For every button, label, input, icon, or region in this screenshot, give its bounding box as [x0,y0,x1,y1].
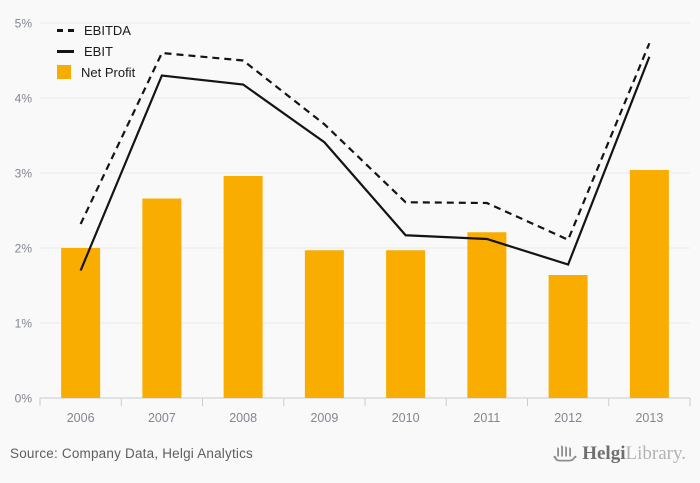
bar-net-profit-2007 [142,198,182,398]
legend-item-ebitda: EBITDA [57,22,135,38]
x-axis-label-2013: 2013 [635,411,663,425]
x-axis-label-2006: 2006 [67,411,95,425]
combo-chart: 0% 1% 2% 3% 4% 5% 2006 2007 2008 2009 2010 2011 2012… [15,17,691,425]
helgi-ship-icon [553,444,577,461]
y-axis-label-3%: 3% [15,167,33,181]
bar-net-profit-2008 [223,176,263,398]
logo-text-library: Library. [625,442,687,464]
legend-label-ebitda: EBITDA [84,22,131,38]
logo-text-helgi: Helgi [582,442,626,464]
legend-item-net-profit: Net Profit [57,64,135,80]
legend-item-ebit: EBIT [57,43,135,59]
source-note: Source: Company Data, Helgi Analytics [10,446,254,461]
helgi-library-wordmark: HelgiLibrary. [582,442,687,464]
legend-swatch-net-profit [57,65,71,79]
x-axis-label-2011: 2011 [473,411,500,425]
legend-label-net-profit: Net Profit [81,64,136,80]
x-axis-label-2007: 2007 [148,411,176,425]
bar-net-profit-2011 [467,232,507,398]
x-axis-label-2012: 2012 [554,411,582,425]
x-axis-label-2010: 2010 [392,411,420,425]
bar-net-profit-2010 [386,250,426,398]
bar-net-profit-2009 [304,250,344,398]
chart-footer: Source: Company Data, Helgi Analytics He… [0,430,700,483]
x-axis-label-2008: 2008 [229,411,257,425]
ebit-solid-line-swatch [57,49,74,53]
chart-legend: EBITDA EBIT Net Profit [57,22,135,80]
ebitda-dashed-line-swatch [57,28,74,32]
y-axis-label-2%: 2% [15,242,33,256]
y-axis-label-5%: 5% [15,17,33,31]
bar-net-profit-2012 [548,275,588,398]
y-axis-label-4%: 4% [15,92,33,106]
y-axis-label-1%: 1% [15,317,33,331]
ebit-line [79,56,651,271]
legend-label-ebit: EBIT [84,43,113,59]
helgi-library-logo: HelgiLibrary. [553,442,687,464]
y-axis-label-0%: 0% [15,392,33,406]
ebitda-line [79,42,651,242]
x-axis-label-2009: 2009 [310,411,338,425]
bar-net-profit-2006 [61,248,101,398]
bar-net-profit-2013 [629,170,669,398]
chart-area: 0% 1% 2% 3% 4% 5% 2006 2007 2008 2009 2010 2011 2012… [15,17,691,425]
